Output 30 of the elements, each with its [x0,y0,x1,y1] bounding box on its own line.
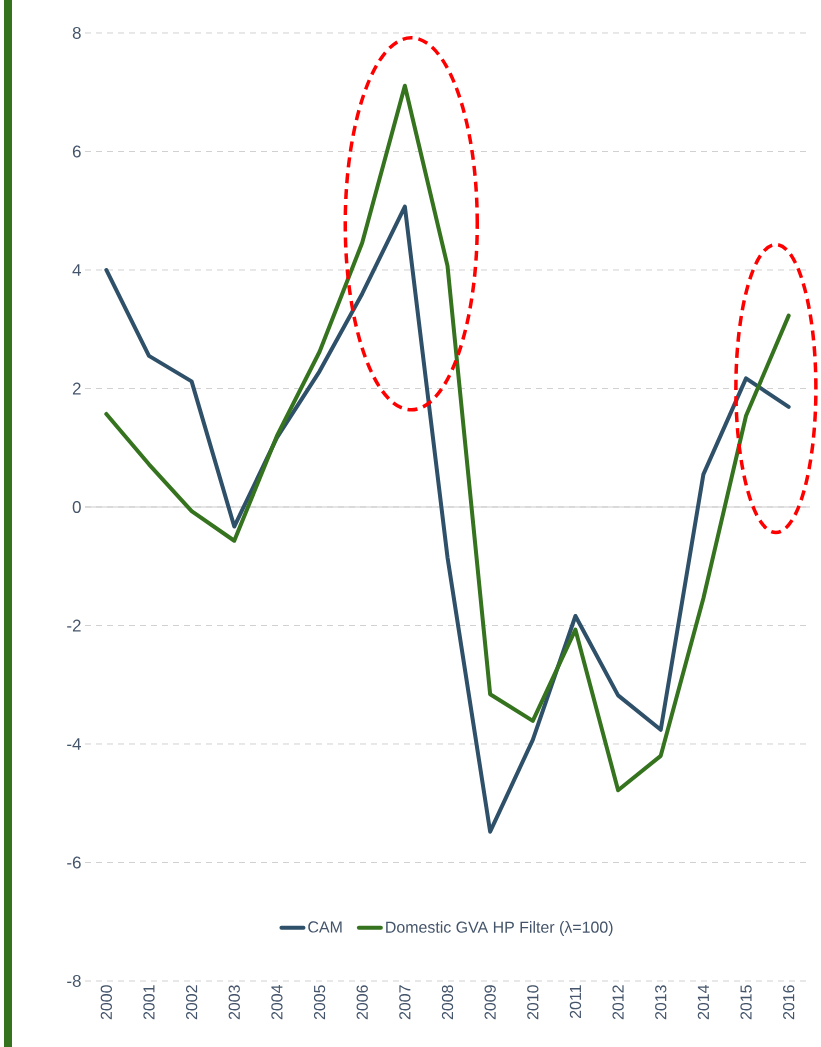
line-series [104,204,791,834]
x-tick-label: 2008 [441,985,454,1020]
y-tick-label: 2 [72,382,81,395]
x-tick-label: 2015 [740,985,752,1020]
y-tick-label: 8 [72,26,81,39]
x-tick-label: 2000 [100,985,112,1020]
legend-label: CAM [308,921,342,933]
x-tick-label: 2016 [783,985,795,1020]
x-tick-label: 2004 [271,985,283,1020]
x-tick-label: 2014 [697,985,710,1020]
y-tick-label: -2 [67,619,81,632]
x-tick-label: 2001 [143,985,155,1020]
y-tick-label: -6 [67,856,81,869]
legend-label: Domestic GVA HP Filter (λ=100) [386,921,613,936]
y-tick-label: 4 [72,264,81,276]
x-tick-label: 2009 [484,985,496,1020]
x-tick-label: 2007 [399,985,411,1020]
x-tick-label: 2005 [313,985,326,1020]
x-tick-label: 2006 [356,985,368,1020]
x-tick-label: 2013 [655,985,667,1020]
x-tick-label: 2010 [527,985,539,1020]
y-tick-label: -8 [67,975,81,987]
line-series [104,83,791,793]
y-tick-label: 0 [72,500,81,513]
x-tick-label: 2012 [612,985,624,1020]
y-tick-label: -4 [67,738,81,750]
x-tick-label: 2002 [185,985,198,1020]
x-tick-label: 2011 [569,985,582,1018]
x-tick-label: 2003 [228,985,240,1020]
y-tick-label: 6 [72,145,81,158]
